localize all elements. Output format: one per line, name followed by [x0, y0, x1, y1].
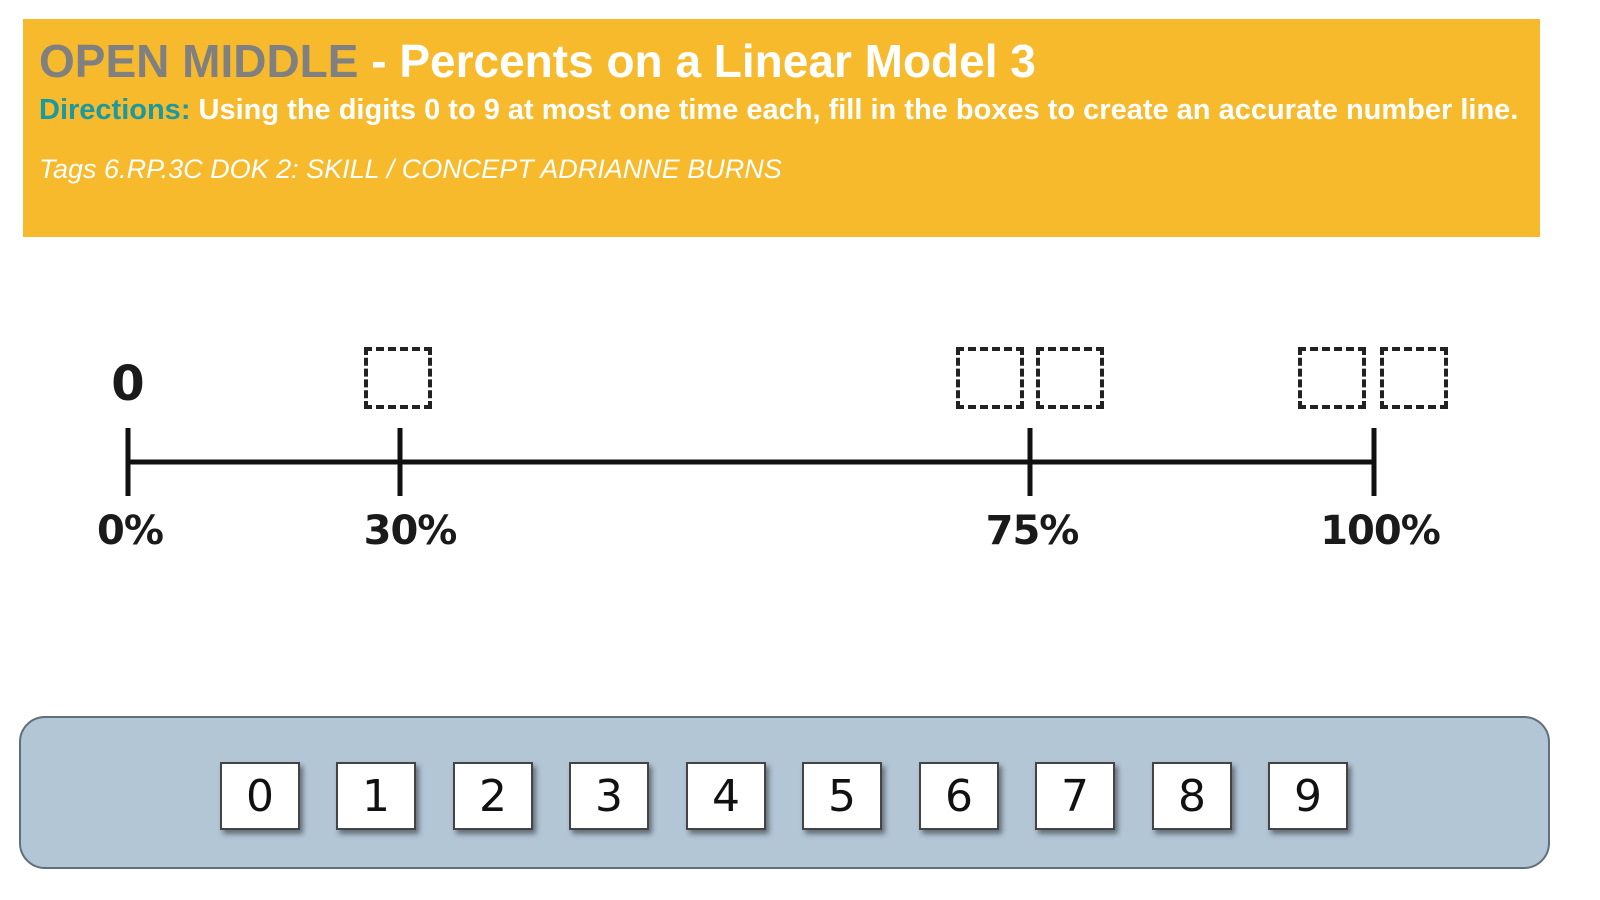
tick-label-100: 100% [1320, 508, 1441, 554]
directions: Directions: Using the digits 0 to 9 at m… [39, 91, 1519, 129]
answer-box-100-tens[interactable] [1298, 347, 1366, 409]
tick-label-75: 75% [985, 508, 1080, 554]
zero-value-label: 0 [111, 356, 145, 412]
header-banner: OPEN MIDDLE - Percents on a Linear Model… [23, 19, 1540, 237]
answer-box-30-ones[interactable] [364, 347, 432, 409]
title-accent: OPEN MIDDLE [39, 35, 359, 87]
digit-tile-1[interactable]: 1 [336, 762, 416, 830]
digit-tile-7[interactable]: 7 [1035, 762, 1115, 830]
digit-tray: 0 1 2 3 4 5 6 7 8 9 [19, 716, 1550, 869]
digit-tile-4[interactable]: 4 [686, 762, 766, 830]
title-text: - Percents on a Linear Model 3 [358, 35, 1036, 87]
page-title: OPEN MIDDLE - Percents on a Linear Model… [39, 33, 1524, 89]
directions-label: Directions: [39, 94, 191, 126]
digit-tile-0[interactable]: 0 [220, 762, 300, 830]
digit-tile-3[interactable]: 3 [569, 762, 649, 830]
answer-box-100-ones[interactable] [1380, 347, 1448, 409]
digit-tile-6[interactable]: 6 [919, 762, 999, 830]
digit-tile-2[interactable]: 2 [453, 762, 533, 830]
tick-label-0: 0% [97, 508, 164, 554]
answer-box-75-ones[interactable] [1036, 347, 1104, 409]
digit-tile-8[interactable]: 8 [1152, 762, 1232, 830]
directions-text: Using the digits 0 to 9 at most one time… [190, 94, 1519, 126]
digit-tile-9[interactable]: 9 [1268, 762, 1348, 830]
answer-box-75-tens[interactable] [956, 347, 1024, 409]
digit-tile-5[interactable]: 5 [802, 762, 882, 830]
tick-label-30: 30% [363, 508, 458, 554]
tags-line: Tags 6.RP.3C DOK 2: SKILL / CONCEPT ADRI… [39, 154, 782, 184]
